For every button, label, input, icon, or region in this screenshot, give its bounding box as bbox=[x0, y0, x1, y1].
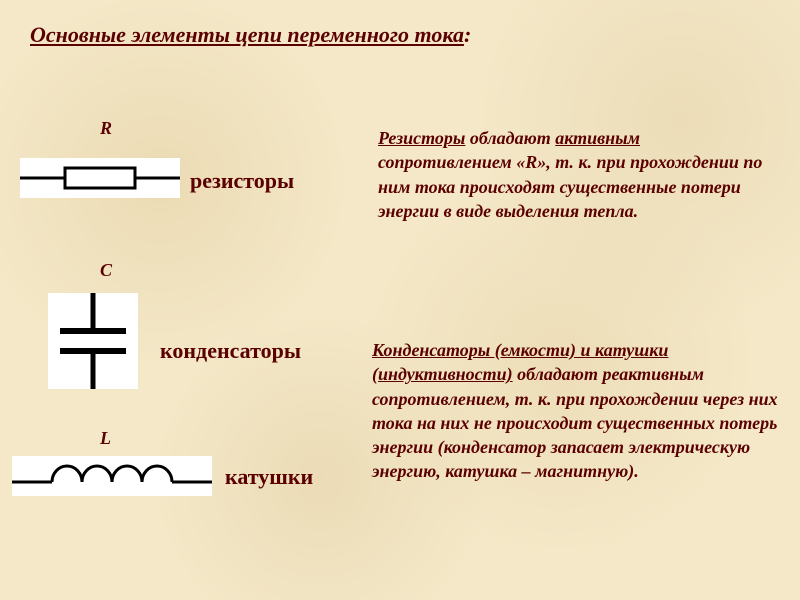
title-tail: : bbox=[464, 22, 471, 47]
capacitor-letter: C bbox=[100, 260, 112, 281]
desc1-u1: Резисторы bbox=[378, 128, 465, 148]
resistor-description: Резисторы обладают активным сопротивлени… bbox=[378, 126, 778, 223]
page-title: Основные элементы цепи переменного тока: bbox=[30, 22, 471, 48]
title-underlined: Основные элементы цепи переменного тока bbox=[30, 22, 464, 47]
inductor-label: катушки bbox=[225, 464, 313, 490]
inductor-letter: L bbox=[100, 428, 111, 449]
capacitor-icon bbox=[48, 293, 138, 389]
resistor-label: резисторы bbox=[190, 168, 294, 194]
desc1-u2: активным bbox=[555, 128, 640, 148]
desc1-t4: сопротивлением «R», т. к. при прохождени… bbox=[378, 152, 762, 221]
capacitor-label: конденсаторы bbox=[160, 338, 340, 364]
resistor-icon bbox=[20, 158, 180, 198]
resistor-letter: R bbox=[100, 118, 112, 139]
inductor-icon bbox=[12, 456, 212, 496]
reactive-description: Конденсаторы (емкости) и катушки (индукт… bbox=[372, 338, 784, 484]
desc1-t2: обладают bbox=[465, 128, 555, 148]
